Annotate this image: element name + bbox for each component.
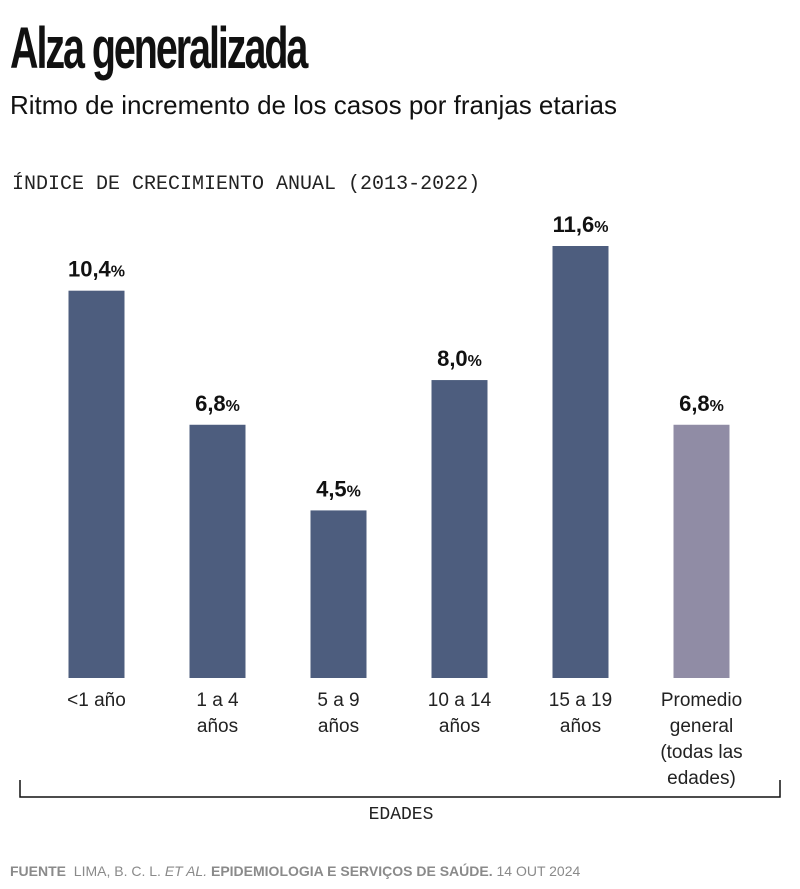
source-etal: ET AL. — [164, 863, 208, 879]
y-axis-title: ÍNDICE DE CRECIMIENTO ANUAL (2013-2022) — [12, 173, 481, 196]
category-label-4-1: años — [560, 716, 601, 737]
x-axis-title: EDADES — [369, 805, 434, 825]
category-label-5-2: (todas las — [660, 742, 742, 763]
category-label-5-3: edades) — [667, 768, 736, 789]
bar-value-label-2: 4,5% — [316, 476, 361, 501]
bar-value-label-5: 6,8% — [679, 391, 724, 416]
category-label-0-0: <1 año — [67, 690, 126, 711]
bar-value-label-1: 6,8% — [195, 391, 240, 416]
category-label-4-0: 15 a 19 — [549, 690, 612, 711]
source-journal: EPIDEMIOLOGIA E SERVIÇOS DE SAÚDE. — [210, 863, 493, 879]
category-label-5-0: Promedio — [661, 690, 742, 711]
category-label-2-0: 5 a 9 — [317, 690, 359, 711]
source-authors: LIMA, B. C. L. — [73, 863, 161, 879]
bar-value-label-4: 11,6% — [553, 212, 609, 237]
bar-value-label-0: 10,4% — [68, 257, 125, 282]
category-label-3-0: 10 a 14 — [428, 690, 492, 711]
category-label-1-0: 1 a 4 — [196, 690, 239, 711]
bar-value-label-3: 8,0% — [437, 346, 482, 371]
bar-0 — [68, 290, 125, 678]
category-label-3-1: años — [439, 716, 480, 737]
category-label-1-1: años — [197, 716, 238, 737]
bar-4 — [552, 246, 609, 678]
source-label: FUENTE — [10, 863, 66, 879]
x-axis-bracket — [19, 780, 781, 798]
category-label-5-1: general — [670, 716, 733, 737]
bar-3 — [431, 380, 488, 678]
chart-title: Alza generalizada — [10, 16, 308, 81]
category-label-2-1: años — [318, 716, 359, 737]
bar-2 — [310, 510, 367, 678]
bar-5 — [673, 424, 730, 678]
chart-subtitle: Ritmo de incremento de los casos por fra… — [10, 90, 617, 120]
source-date: 14 OUT 2024 — [496, 863, 581, 879]
bar-1 — [189, 424, 246, 678]
source-note: FUENTE LIMA, B. C. L. ET AL. EPIDEMIOLOG… — [10, 861, 580, 881]
bar-chart: 10,4% <1 año 6,8% 1 a 4 años 4,5% 5 a 9 años 8,0… — [19, 212, 781, 825]
